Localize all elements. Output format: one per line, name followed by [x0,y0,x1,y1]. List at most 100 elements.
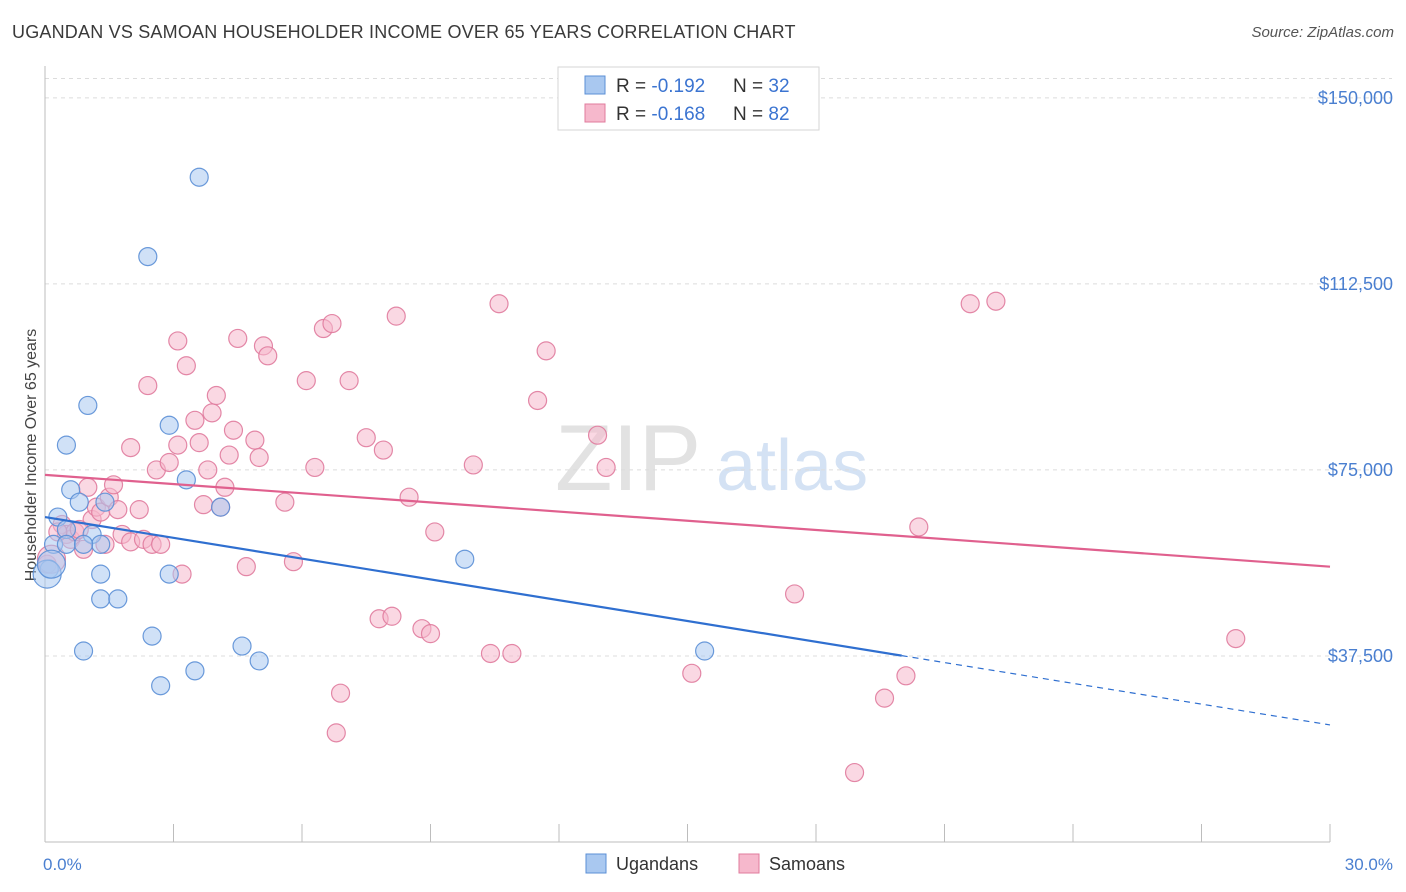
chart-title: UGANDAN VS SAMOAN HOUSEHOLDER INCOME OVE… [12,22,796,42]
samoan-point [986,291,1006,311]
source-attribution: Source: ZipAtlas.com [1251,24,1394,41]
samoan-point [682,663,702,683]
ugandans-trend-line [44,515,902,657]
bottom-legend-label-ugandans[interactable]: Ugandans [616,854,698,874]
samoan-point [322,313,342,334]
samoan-point [121,437,141,458]
samoan-point [129,500,149,520]
samoan-point [463,455,483,475]
samoan-point [168,331,188,351]
watermark-zip: ZIP [555,405,701,510]
ugandan-point [159,564,179,584]
ugandan-point [211,497,231,517]
watermark-atlas: atlas [716,426,868,506]
samoan-point [480,643,501,664]
samoan-point [206,385,226,406]
x-tick-label-max: 30.0% [1345,855,1393,874]
samoan-point [909,517,929,537]
samoan-point [339,371,359,391]
samoan-point [425,522,445,542]
ugandan-point [151,676,171,696]
ugandan-point [142,626,162,646]
series-legend: Ugandans Samoans [585,853,845,874]
samoan-point [138,375,158,396]
ugandan-point [36,549,67,579]
samoan-point [844,762,865,783]
legend-r-value-samoans: -0.168 [651,104,705,125]
svg-text:N = 82: N = 82 [733,104,790,125]
samoan-point [596,457,616,478]
ugandan-point [185,661,205,681]
samoan-point [420,624,441,644]
samoan-point [382,606,402,626]
samoan-point [219,445,239,465]
samoans-trend-line [44,473,1331,568]
x-tick-label-min: 0.0% [43,855,82,874]
legend-n-value-samoans: 82 [768,104,789,125]
samoan-point [151,534,171,554]
ugandan-point [95,492,115,512]
samoans-points [36,291,1246,783]
samoan-point [874,688,895,708]
legend-r-label-samoans: R = [616,104,651,125]
svg-text:N = 32: N = 32 [733,76,790,97]
samoan-point [784,584,805,604]
samoan-point [258,346,278,366]
y-tick-label: $112,500 [1319,274,1393,294]
samoan-point [502,643,522,664]
ugandan-point [73,641,94,661]
ugandan-point [455,549,475,569]
samoan-point [223,420,244,440]
y-tick-label: $75,000 [1328,460,1393,480]
legend-r-label-ugandans: R = [616,76,651,97]
svg-text:R = -0.168: R = -0.168 [616,104,705,125]
samoan-point [228,328,248,349]
samoan-point [960,294,980,314]
y-tick-label: $150,000 [1318,88,1393,108]
samoan-point [198,460,218,480]
samoan-point [305,457,325,478]
svg-text:R = -0.192: R = -0.192 [616,76,705,97]
ugandan-point [695,641,715,661]
ugandan-point [138,246,158,267]
legend-swatch-samoans [584,103,606,123]
ugandan-point [56,534,77,554]
samoan-point [896,666,916,686]
samoan-point [587,425,608,445]
samoan-point [189,433,209,453]
samoan-point [245,430,265,450]
samoan-point [330,683,351,703]
ugandan-point [56,435,77,455]
stats-legend: R = -0.192 N = 32 R = -0.168 N = 82 [557,66,820,131]
samoan-point [1226,628,1246,649]
ugandan-point [78,395,98,416]
ugandan-point [232,636,252,656]
samoan-point [386,306,406,326]
bottom-legend-swatch-ugandans[interactable] [585,853,607,874]
ugandans-points [32,167,715,696]
samoan-point [159,452,179,473]
ugandan-point [91,534,111,554]
samoan-point [168,435,188,455]
samoan-point [356,428,376,448]
legend-n-value-ugandans: 32 [768,76,789,97]
legend-n-label-ugandans: N = [733,76,768,97]
samoan-point [399,487,419,507]
samoan-point [236,557,256,577]
bottom-legend-swatch-samoans[interactable] [738,853,760,874]
samoan-point [193,495,214,515]
ugandan-point [91,589,111,609]
axes [44,66,1331,843]
ugandan-point [189,167,209,187]
ugandan-point [91,564,111,584]
samoan-point [202,403,222,423]
samoan-point [296,371,316,391]
samoan-point [373,440,393,460]
ugandans-trend-extension [901,655,1331,726]
samoan-point [489,294,509,314]
legend-n-label-samoans: N = [733,104,768,125]
bottom-legend-label-samoans[interactable]: Samoans [769,854,845,874]
ugandan-point [73,534,94,554]
y-tick-labels: $37,500 $75,000 $112,500 $150,000 [1318,88,1393,666]
